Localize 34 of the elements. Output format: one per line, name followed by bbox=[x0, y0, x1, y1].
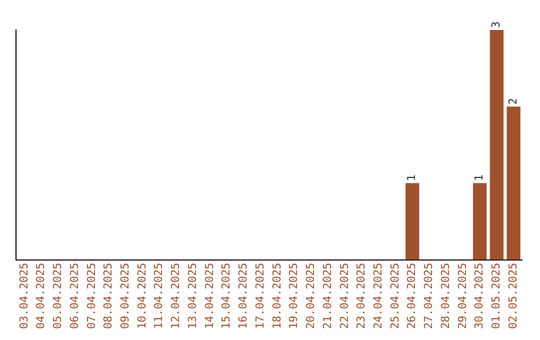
data-label: 1 bbox=[405, 174, 418, 182]
x-tick-label: 04.04.2025 bbox=[34, 262, 48, 330]
x-tick-label: 14.04.2025 bbox=[202, 262, 216, 330]
x-tick-label: 25.04.2025 bbox=[388, 262, 402, 330]
x-tick-label: 07.04.2025 bbox=[84, 262, 98, 330]
data-label: 1 bbox=[472, 174, 486, 182]
data-label: 2 bbox=[506, 98, 520, 105]
x-tick-label: 28.04.2025 bbox=[438, 262, 452, 330]
x-tick-label: 11.04.2025 bbox=[152, 262, 166, 330]
x-tick-label: 12.04.2025 bbox=[169, 262, 182, 330]
x-tick-label: 29.04.2025 bbox=[456, 262, 469, 330]
x-tick-label: 22.04.2025 bbox=[338, 262, 351, 330]
x-tick-label: 20.04.2025 bbox=[304, 262, 318, 330]
x-tick-label: 30.04.2025 bbox=[472, 262, 486, 330]
x-tick-label: 24.04.2025 bbox=[371, 262, 384, 330]
x-tick-label: 08.04.2025 bbox=[102, 262, 115, 330]
x-tick-label: 16.04.2025 bbox=[236, 262, 250, 330]
x-tick-label: 10.04.2025 bbox=[135, 262, 148, 330]
x-tick-label: 21.04.2025 bbox=[320, 262, 334, 330]
x-tick-label: 01.05.2025 bbox=[490, 262, 503, 330]
x-tick-label: 26.04.2025 bbox=[405, 262, 418, 330]
x-tick-label: 05.04.2025 bbox=[51, 262, 64, 330]
x-tick-label: 03.04.2025 bbox=[17, 262, 30, 330]
x-tick-label: 13.04.2025 bbox=[186, 262, 199, 330]
x-tick-label: 15.04.2025 bbox=[220, 262, 233, 330]
x-tick-label: 06.04.2025 bbox=[68, 262, 81, 330]
x-tick-label: 17.04.2025 bbox=[253, 262, 266, 330]
data-label: 3 bbox=[490, 21, 503, 28]
x-tick-label: 23.04.2025 bbox=[354, 262, 368, 330]
x-tick-label: 19.04.2025 bbox=[287, 262, 300, 330]
x-tick-label: 18.04.2025 bbox=[270, 262, 284, 330]
x-tick-label: 02.05.2025 bbox=[506, 262, 520, 330]
x-tick-label: 27.04.2025 bbox=[422, 262, 436, 330]
x-tick-label: 09.04.2025 bbox=[118, 262, 132, 330]
